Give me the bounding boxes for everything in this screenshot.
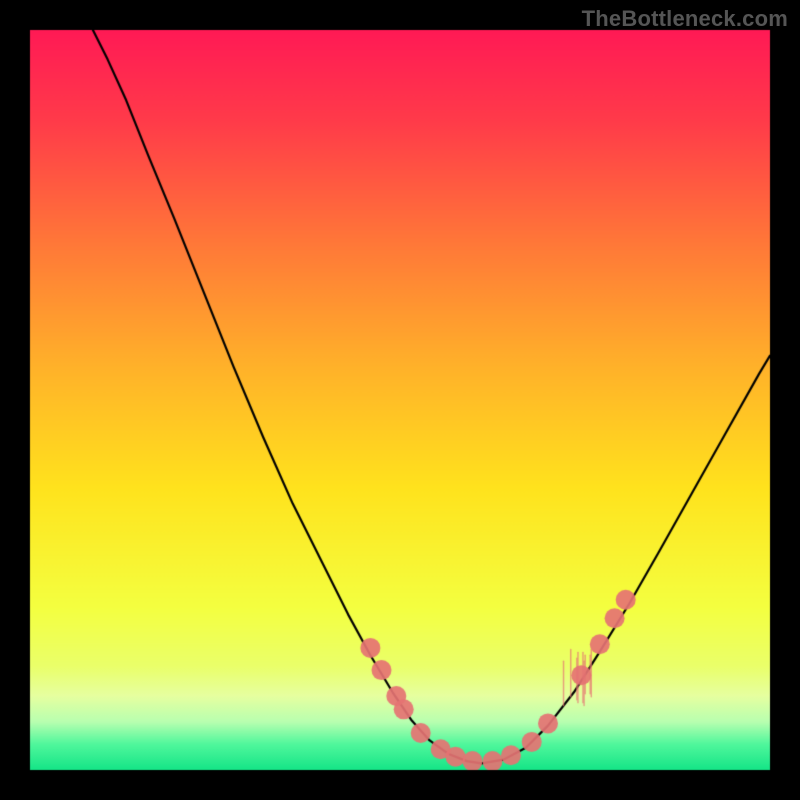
watermark-label: TheBottleneck.com (582, 6, 788, 32)
bottleneck-curve-chart (0, 0, 800, 800)
chart-stage: TheBottleneck.com (0, 0, 800, 800)
